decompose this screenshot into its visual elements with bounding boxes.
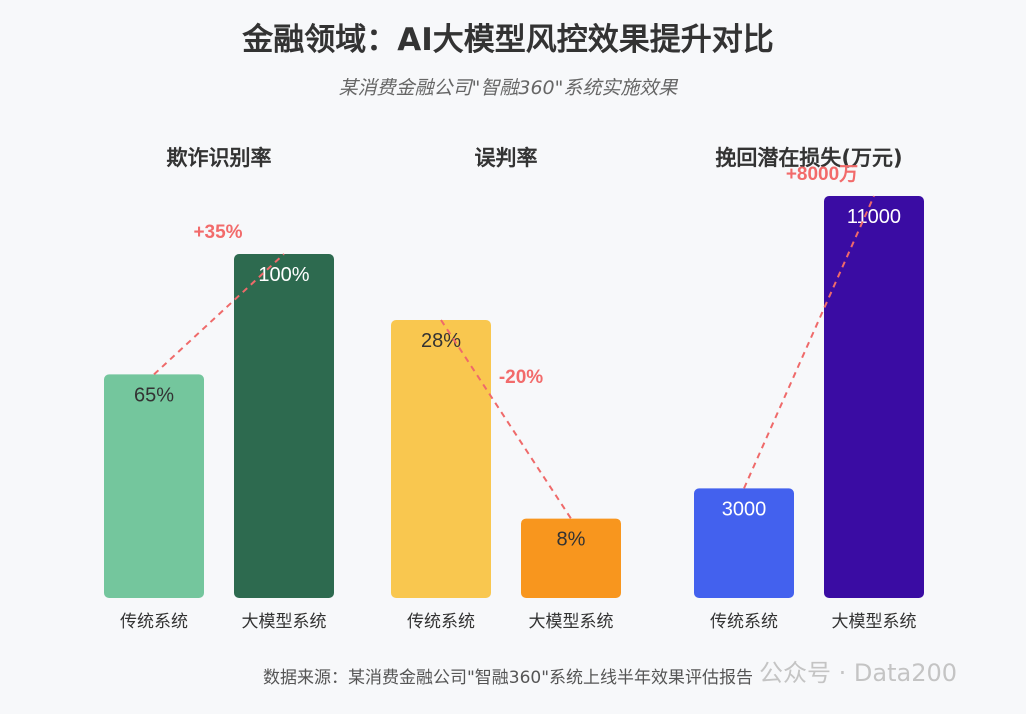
bar-value-label: 28%	[421, 330, 461, 352]
chart-subtitle: 某消费金融公司"智融360"系统实施效果	[339, 77, 679, 99]
bar-value-label: 65%	[134, 384, 174, 406]
chart-title: 金融领域：AI大模型风控效果提升对比	[241, 22, 774, 58]
change-label: +35%	[193, 222, 242, 243]
panel-title: 挽回潜在损失(万元)	[715, 146, 902, 170]
panels: 欺诈识别率 65% 传统系统 100% 大模型系统 +35% 误判率 28% 传统系统 8% 大模型…	[104, 146, 924, 632]
source-note: 数据来源：某消费金融公司"智融360"系统上线半年效果评估报告	[263, 668, 753, 688]
category-label: 传统系统	[710, 612, 778, 632]
panel-title: 欺诈识别率	[167, 146, 272, 170]
category-label: 传统系统	[407, 612, 475, 632]
category-label: 大模型系统	[529, 612, 614, 632]
change-connector	[743, 195, 875, 489]
bar	[391, 320, 491, 598]
bar	[521, 518, 621, 598]
category-label: 大模型系统	[832, 612, 917, 632]
bar-value-label: 8%	[557, 529, 586, 551]
change-label: +8000万	[786, 164, 858, 185]
bar-value-label: 3000	[722, 498, 767, 520]
bar	[824, 196, 924, 598]
bar	[104, 374, 204, 598]
watermark: 公众号 · Data200	[759, 659, 957, 687]
category-label: 传统系统	[120, 612, 188, 632]
change-label: -20%	[499, 367, 543, 388]
bar-value-label: 11000	[847, 206, 901, 228]
bar	[694, 488, 794, 598]
bar	[234, 254, 334, 598]
bar-value-label: 100%	[258, 264, 309, 286]
category-label: 大模型系统	[242, 612, 327, 632]
change-connector	[153, 253, 285, 376]
panel-title: 误判率	[475, 146, 538, 170]
